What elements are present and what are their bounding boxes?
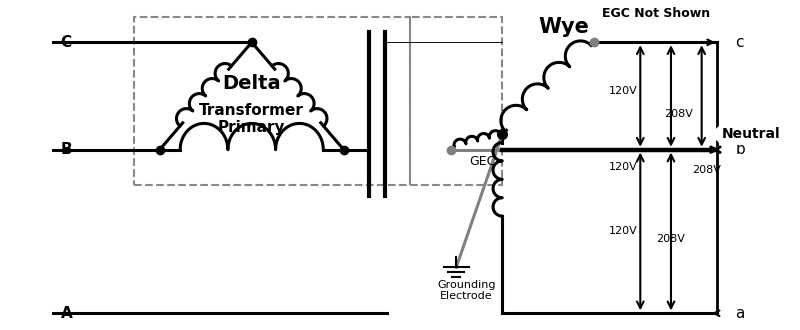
Text: 208V: 208V xyxy=(692,165,722,175)
Text: C: C xyxy=(61,35,72,50)
Text: c: c xyxy=(735,35,744,50)
Text: Delta: Delta xyxy=(222,74,281,93)
Text: EGC Not Shown: EGC Not Shown xyxy=(602,7,710,20)
Text: Grounding
Electrode: Grounding Electrode xyxy=(438,280,496,301)
Text: B: B xyxy=(61,142,72,157)
Text: 120V: 120V xyxy=(609,162,638,172)
Text: 208V: 208V xyxy=(657,234,686,244)
Text: GEC: GEC xyxy=(470,155,496,168)
Text: Transformer
Primary: Transformer Primary xyxy=(199,103,304,135)
Text: A: A xyxy=(61,306,72,321)
Text: 208V: 208V xyxy=(664,109,693,119)
Text: 120V: 120V xyxy=(609,86,638,96)
Text: 120V: 120V xyxy=(609,226,638,237)
Text: Wye: Wye xyxy=(538,17,589,37)
Text: b: b xyxy=(735,142,745,157)
Text: a: a xyxy=(735,306,745,321)
Text: Neutral: Neutral xyxy=(722,127,781,141)
